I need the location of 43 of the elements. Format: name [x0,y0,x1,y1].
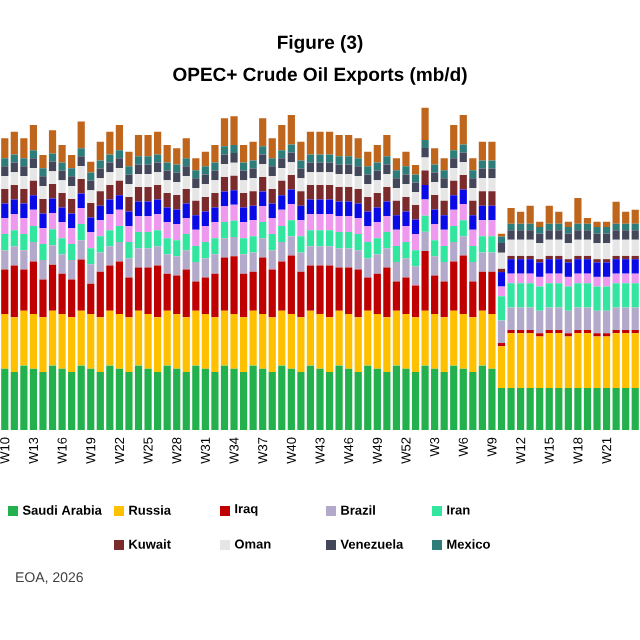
bar [39,185,47,199]
bar [421,147,429,158]
bar [39,198,47,214]
bar [421,199,429,216]
bar [77,207,85,225]
bar [469,170,477,179]
bar [259,146,267,155]
bar [421,107,429,140]
bar [497,243,506,253]
chart-title: Figure (3) [278,35,363,53]
bar [421,185,429,200]
bar [39,155,47,169]
bar [77,178,85,194]
bar [39,213,47,228]
bar [77,166,85,179]
bar [77,224,85,241]
bar [48,153,57,162]
bar [421,231,429,252]
bar [48,161,57,172]
bar [39,168,47,177]
bar [87,180,95,191]
bar [421,157,429,171]
bar [29,150,38,159]
bar [77,121,85,149]
bar [421,215,429,232]
bar [125,166,133,175]
bar [469,178,477,188]
bar [125,174,133,185]
bar [411,174,420,183]
chart-subtitle: OPEC+ Crude Oil Exports (mb/d) [173,67,467,85]
bar [497,236,506,244]
bar [87,161,95,173]
bar [497,286,506,297]
bar [259,154,267,165]
bar [77,240,85,260]
bar [77,193,85,208]
bar [77,156,85,167]
bar [87,172,95,181]
bar [77,148,85,157]
bar [39,176,47,186]
bar [421,139,429,148]
bar [268,158,276,167]
bar [421,170,429,186]
